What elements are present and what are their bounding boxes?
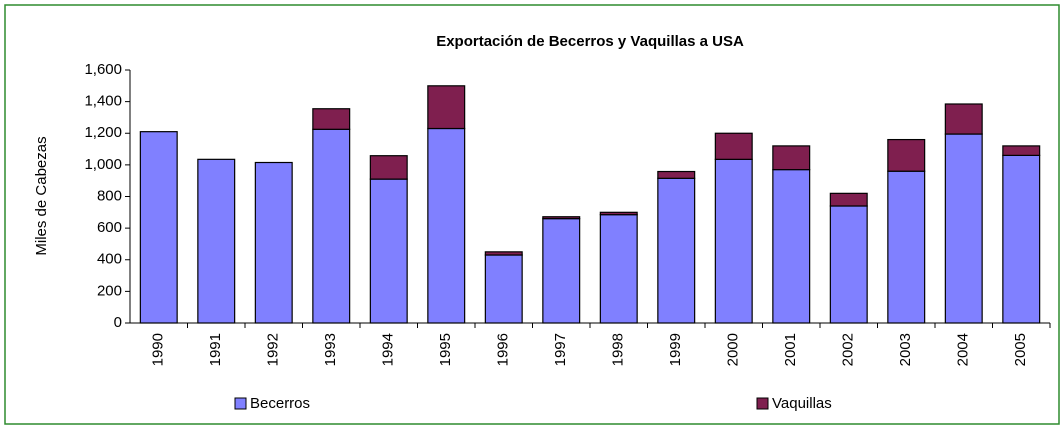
- y-tick-label: 1,600: [84, 61, 122, 78]
- chart-title: Exportación de Becerros y Vaquillas a US…: [436, 33, 744, 50]
- legend-swatch: [234, 397, 247, 410]
- x-tick-label: 2005: [1012, 333, 1029, 366]
- x-tick-label: 2004: [955, 333, 972, 366]
- legend-label: Vaquillas: [772, 395, 832, 412]
- x-tick-label: 1991: [207, 333, 224, 366]
- bar-segment: [657, 170, 696, 179]
- bar-segment: [1002, 145, 1041, 156]
- bar-segment: [312, 128, 351, 324]
- bar-segment: [542, 218, 581, 324]
- x-tick-label: 2001: [782, 333, 799, 366]
- y-tick-label: 200: [97, 282, 122, 299]
- x-tick-label: 2000: [725, 333, 742, 366]
- x-tick-label: 1998: [610, 333, 627, 366]
- x-tick-label: 1993: [322, 333, 339, 366]
- bar-segment: [427, 127, 466, 324]
- bar-segment: [427, 85, 466, 130]
- bar-segment: [542, 216, 581, 220]
- bar-segment: [714, 158, 753, 324]
- x-tick-label: 2003: [897, 333, 914, 366]
- bar-segment: [254, 161, 293, 324]
- bar-segment: [1002, 154, 1041, 324]
- x-tick-label: 1999: [667, 333, 684, 366]
- bar-segment: [312, 108, 351, 130]
- y-tick-label: 600: [97, 219, 122, 236]
- y-tick-label: 0: [114, 314, 122, 331]
- bar-segment: [197, 158, 236, 324]
- chart-frame: [4, 4, 1060, 425]
- bar-segment: [369, 178, 408, 324]
- y-axis-label: Miles de Cabezas: [33, 136, 50, 255]
- x-tick-label: 2002: [840, 333, 857, 366]
- y-tick-label: 400: [97, 251, 122, 268]
- y-tick-label: 1,200: [84, 124, 122, 141]
- bar-segment: [829, 192, 868, 207]
- bar-segment: [484, 251, 523, 256]
- bar-segment: [887, 170, 926, 324]
- y-tick-label: 800: [97, 187, 122, 204]
- bar-segment: [887, 138, 926, 172]
- bar-segment: [944, 103, 983, 135]
- x-tick-label: 1992: [265, 333, 282, 366]
- bar-segment: [369, 155, 408, 180]
- legend-label: Becerros: [250, 395, 310, 412]
- x-tick-label: 1996: [495, 333, 512, 366]
- x-tick-label: 1990: [150, 333, 167, 366]
- bar-segment: [714, 132, 753, 160]
- bar-segment: [599, 211, 638, 216]
- bar-segment: [772, 145, 811, 171]
- bar-segment: [772, 169, 811, 324]
- y-tick-label: 1,000: [84, 156, 122, 173]
- x-tick-label: 1994: [380, 333, 397, 366]
- x-tick-label: 1997: [552, 333, 569, 366]
- legend-swatch: [756, 397, 769, 410]
- bar-segment: [599, 214, 638, 324]
- bar-segment: [484, 254, 523, 324]
- x-tick-label: 1995: [437, 333, 454, 366]
- bar-segment: [139, 131, 178, 324]
- bar-segment: [944, 133, 983, 324]
- y-tick-label: 1,400: [84, 93, 122, 110]
- bar-segment: [657, 177, 696, 324]
- bar-segment: [829, 205, 868, 324]
